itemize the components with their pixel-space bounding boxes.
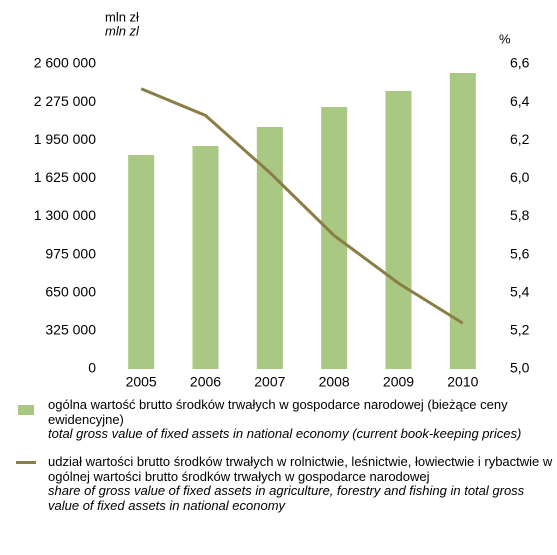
x-tick-label: 2008 — [319, 374, 350, 390]
y2-tick-label: 6,6 — [510, 55, 530, 71]
y2-axis-title: % — [499, 31, 511, 46]
y2-tick-label: 6,2 — [510, 131, 530, 147]
x-tick-label: 2005 — [126, 374, 157, 390]
y-axis-title: mln zl — [105, 23, 140, 38]
bar — [385, 90, 412, 369]
y-tick-label: 325 000 — [45, 322, 96, 338]
y2-tick-label: 6,4 — [510, 93, 530, 109]
x-tick-label: 2006 — [190, 374, 221, 390]
legend-label: ogólna wartość brutto środków trwałych w… — [48, 397, 508, 427]
chart: mln zł mln zl % 0 325 000 650 000 975 000 1 … — [34, 9, 530, 390]
legend-entry: ogólna wartość brutto środków trwałych w… — [48, 397, 553, 442]
legend-entry: udział wartości brutto środków trwałych … — [48, 454, 553, 513]
legend-label-en: total gross value of fixed assets in nat… — [48, 426, 522, 441]
x-tick-label: 2007 — [254, 374, 285, 390]
y-tick-label: 0 — [88, 360, 96, 376]
y-tick-label: 1 950 000 — [34, 131, 96, 147]
y-tick-label: 975 000 — [45, 245, 96, 261]
y-axis-title: mln zł — [105, 9, 139, 24]
bar — [321, 107, 348, 369]
bar — [128, 155, 155, 369]
y2-tick-label: 5,2 — [510, 322, 530, 338]
x-tick-label: 2010 — [447, 374, 478, 390]
y2-tick-label: 5,6 — [510, 245, 530, 261]
y2-tick-label: 6,0 — [510, 169, 530, 185]
legend-swatch — [16, 461, 36, 464]
x-tick-label: 2009 — [383, 374, 414, 390]
y-tick-label: 1 625 000 — [34, 169, 96, 185]
y-tick-label: 2 275 000 — [34, 93, 96, 109]
y2-tick-label: 5,8 — [510, 207, 530, 223]
legend-label-en: share of gross value of fixed assets in … — [48, 483, 525, 513]
bar — [256, 126, 283, 369]
y-tick-label: 2 600 000 — [34, 55, 96, 71]
y2-tick-label: 5,0 — [510, 360, 530, 376]
legend-label: udział wartości brutto środków trwałych … — [48, 454, 553, 484]
y2-tick-label: 5,4 — [510, 283, 530, 299]
y-tick-label: 1 300 000 — [34, 207, 96, 223]
y-tick-label: 650 000 — [45, 283, 96, 299]
line — [140, 87, 464, 325]
legend-swatch — [18, 405, 34, 415]
bar — [192, 145, 219, 369]
bar — [449, 73, 476, 370]
